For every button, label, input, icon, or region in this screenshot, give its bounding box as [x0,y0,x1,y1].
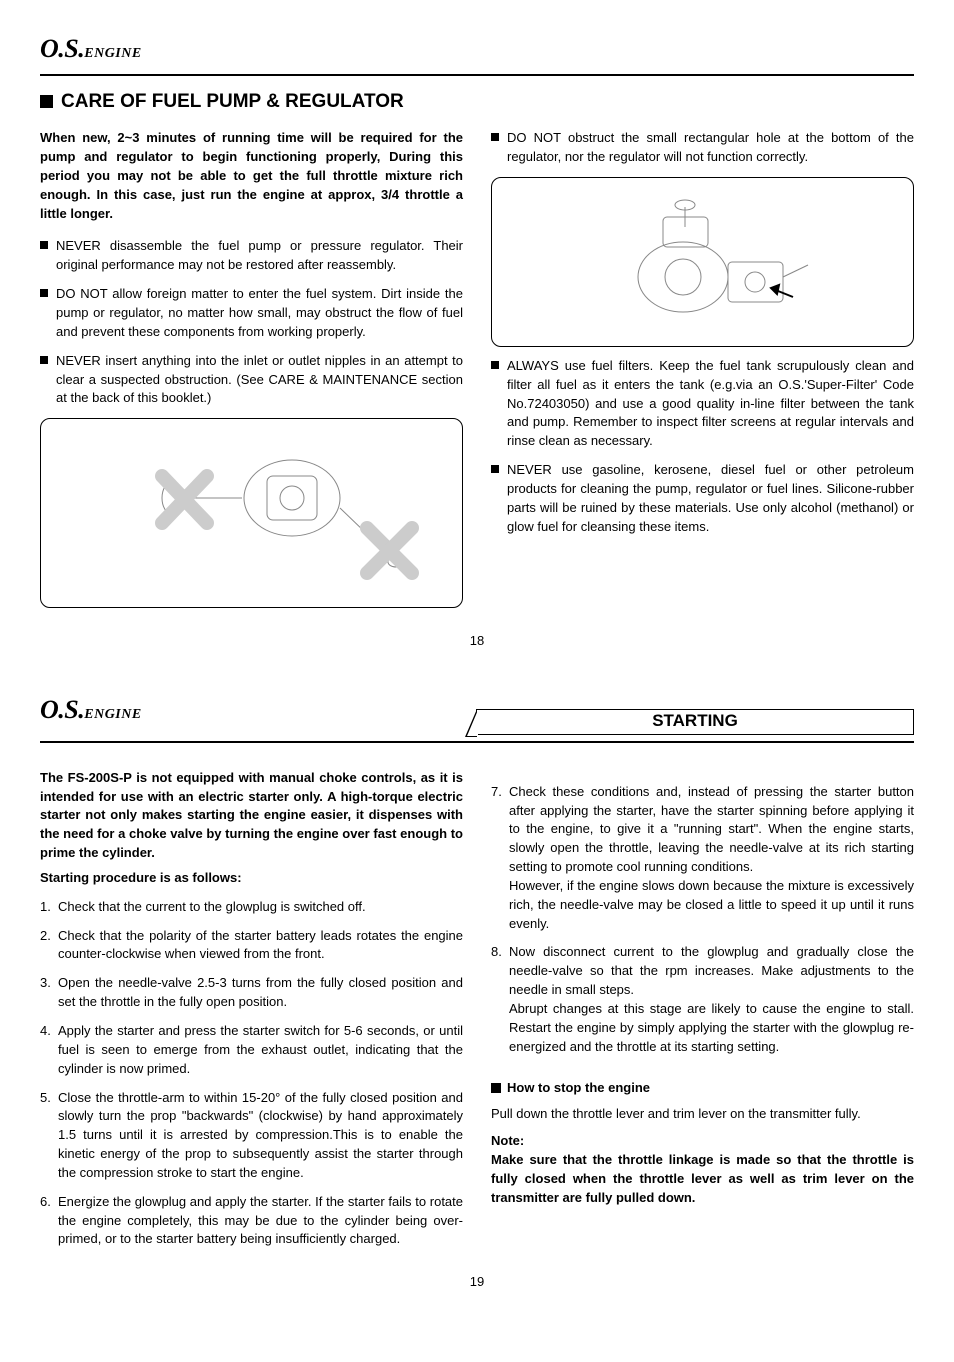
step-text: Open the needle-valve 2.5-3 turns from t… [58,975,463,1009]
step-item: 1.Check that the current to the glowplug… [40,898,463,917]
step-text: Close the throttle-arm to within 15-20° … [58,1090,463,1180]
step-text: Check that the current to the glowplug i… [58,899,366,914]
procedure-list-right: 7.Check these conditions and, instead of… [491,783,914,1057]
square-bullet-icon [40,95,53,108]
page-18: O.S.ENGINE CARE OF FUEL PUMP & REGULATOR… [40,30,914,651]
procedure-list-left: 1.Check that the current to the glowplug… [40,898,463,1250]
note-label: Note: [491,1132,914,1151]
subheading-text: How to stop the engine [507,1079,650,1098]
right-column: DO NOT obstruct the small rectangular ho… [491,129,914,618]
header-row: O.S.ENGINE STARTING [40,691,914,735]
brand-logo: O.S.ENGINE [40,691,476,729]
bullet-item: NEVER disassemble the fuel pump or press… [40,237,463,275]
note-text: Make sure that the throttle linkage is m… [491,1151,914,1208]
step-item: 7.Check these conditions and, instead of… [491,783,914,934]
section-heading: CARE OF FUEL PUMP & REGULATOR [40,88,914,116]
intro-paragraph: The FS-200S-P is not equipped with manua… [40,769,463,863]
right-bullets-bottom: ALWAYS use fuel filters. Keep the fuel t… [491,357,914,537]
rule [40,74,914,76]
section-title: CARE OF FUEL PUMP & REGULATOR [61,88,404,116]
left-column: When new, 2~3 minutes of running time wi… [40,129,463,618]
square-bullet-icon [491,1083,501,1093]
logo-os: O.S. [40,695,84,724]
right-bullets-top: DO NOT obstruct the small rectangular ho… [491,129,914,167]
step-item: 6.Energize the glowplug and apply the st… [40,1193,463,1250]
step-item: 4.Apply the starter and press the starte… [40,1022,463,1079]
two-column-layout: When new, 2~3 minutes of running time wi… [40,129,914,618]
logo-os: O.S. [40,34,84,63]
stop-text: Pull down the throttle lever and trim le… [491,1105,914,1124]
page-number: 18 [40,632,914,651]
bullet-item: DO NOT obstruct the small rectangular ho… [491,129,914,167]
logo-engine: ENGINE [84,707,141,722]
banner-title: STARTING [652,709,738,734]
brand-logo: O.S.ENGINE [40,30,914,68]
figure-regulator [491,177,914,347]
bullet-item: ALWAYS use fuel filters. Keep the fuel t… [491,357,914,451]
intro-paragraph: When new, 2~3 minutes of running time wi… [40,129,463,223]
step-text: Check these conditions and, instead of p… [509,784,914,931]
two-column-layout: The FS-200S-P is not equipped with manua… [40,755,914,1260]
figure-pump-disassembly [40,418,463,608]
bullet-item: DO NOT allow foreign matter to enter the… [40,285,463,342]
page-19: O.S.ENGINE STARTING The FS-200S-P is not… [40,691,914,1292]
step-text: Energize the glowplug and apply the star… [58,1194,463,1247]
logo-engine: ENGINE [84,46,141,61]
regulator-illustration-icon [543,187,863,337]
rule [40,741,914,743]
pump-illustration-icon [72,428,432,598]
step-text: Apply the starter and press the starter … [58,1023,463,1076]
step-text: Now disconnect current to the glowplug a… [509,944,914,1053]
bullet-item: NEVER insert anything into the inlet or … [40,352,463,409]
step-text: Check that the polarity of the starter b… [58,928,463,962]
stop-subheading: How to stop the engine [491,1079,914,1098]
right-column: 7.Check these conditions and, instead of… [491,755,914,1260]
intro-subheading: Starting procedure is as follows: [40,869,463,888]
section-banner: STARTING [476,709,914,735]
step-item: 3.Open the needle-valve 2.5-3 turns from… [40,974,463,1012]
step-item: 2.Check that the polarity of the starter… [40,927,463,965]
step-item: 8.Now disconnect current to the glowplug… [491,943,914,1056]
left-column: The FS-200S-P is not equipped with manua… [40,755,463,1260]
step-item: 5.Close the throttle-arm to within 15-20… [40,1089,463,1183]
left-bullets: NEVER disassemble the fuel pump or press… [40,237,463,408]
page-number: 19 [40,1273,914,1292]
bullet-item: NEVER use gasoline, kerosene, diesel fue… [491,461,914,536]
